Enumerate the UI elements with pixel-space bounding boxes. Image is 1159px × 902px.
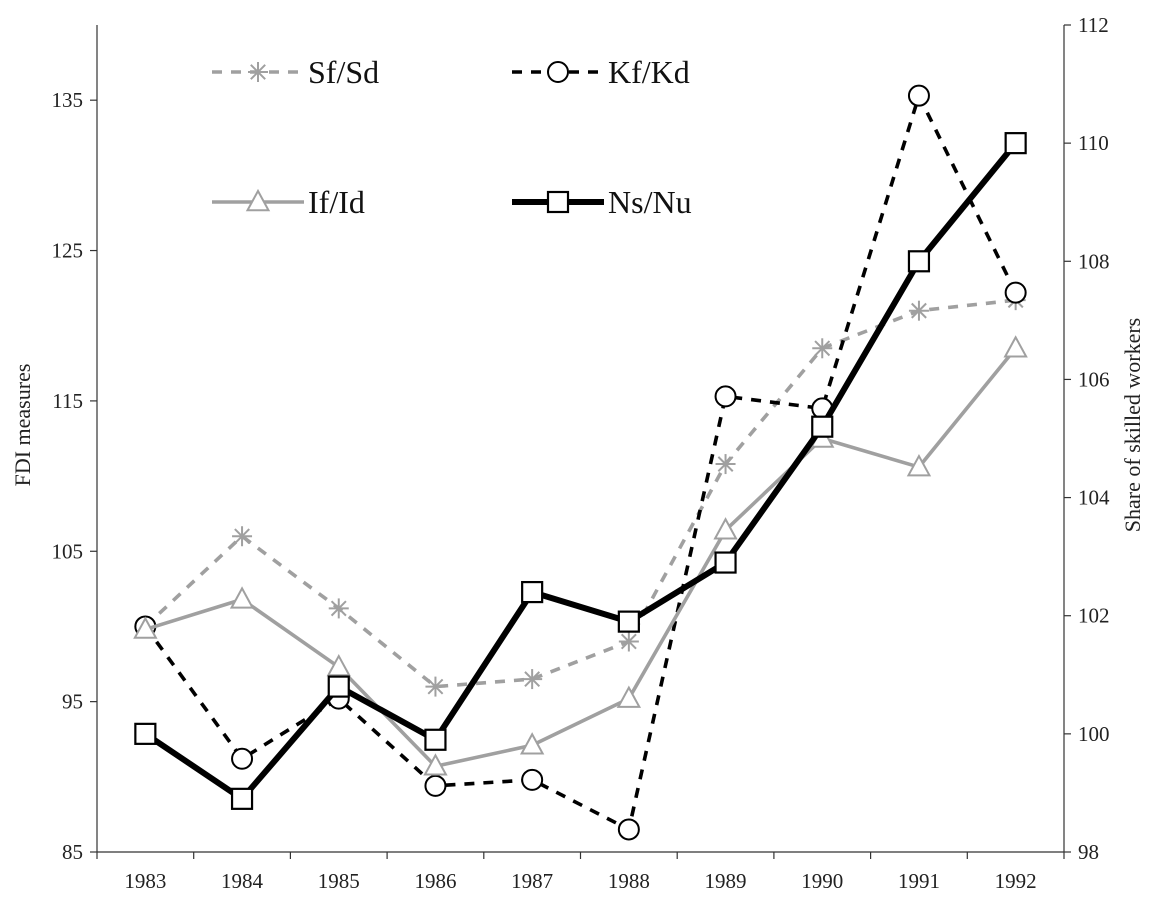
data-point-sf-sd: [522, 669, 543, 690]
data-point-if-id: [229, 586, 255, 609]
legend-marker-ns-nu: [546, 190, 570, 214]
data-point-sf-sd: [715, 454, 736, 475]
data-point-ns-nu: [617, 610, 640, 633]
data-point-sf-sd: [328, 598, 349, 619]
data-point-ns-nu: [230, 787, 254, 810]
legend-label-kf-kd: Kf/Kd: [608, 54, 690, 90]
series-line-sf-sd: [144, 298, 1016, 689]
y-right-tick-label: 102: [1078, 604, 1110, 628]
y-left-tick-label: 115: [52, 389, 83, 413]
data-point-kf-kd: [231, 747, 254, 770]
y-left-tick-label: 105: [52, 539, 84, 563]
series-sf-sd: [135, 290, 1026, 697]
data-point-ns-nu: [521, 580, 544, 604]
legend-entry-if-id: If/Id: [212, 184, 365, 220]
legend-label-if-id: If/Id: [308, 184, 365, 220]
data-point-if-id: [133, 616, 158, 639]
y-left-tick-label: 85: [62, 840, 83, 864]
data-point-if-id: [1003, 335, 1028, 358]
data-point-kf-kd: [521, 768, 544, 791]
data-point-ns-nu: [327, 675, 350, 698]
data-point-kf-kd: [907, 84, 930, 107]
data-point-sf-sd: [812, 338, 833, 359]
y-right-tick-label: 100: [1078, 722, 1110, 746]
data-point-kf-kd: [617, 818, 640, 841]
data-point-kf-kd: [424, 774, 447, 797]
data-point-ns-nu: [134, 722, 157, 745]
y-axis-left-title: FDI measures: [10, 364, 35, 487]
series-ns-nu: [134, 132, 1027, 810]
x-tick-label: 1983: [124, 869, 166, 893]
data-point-if-id: [519, 732, 545, 755]
series-line-ns-nu: [143, 141, 1018, 802]
data-point-kf-kd: [714, 385, 737, 408]
y-right-tick-label: 110: [1078, 131, 1109, 155]
y-left-tick-label: 95: [62, 690, 83, 714]
x-tick-label: 1988: [608, 869, 650, 893]
legend-entry-sf-sd: Sf/Sd: [212, 54, 379, 90]
legend-marker-if-id: [245, 188, 271, 212]
data-point-ns-nu: [1004, 132, 1027, 155]
x-tick-label: 1984: [221, 869, 264, 893]
x-tick-label: 1987: [511, 869, 553, 893]
data-point-sf-sd: [618, 631, 639, 652]
legend-entry-ns-nu: Ns/Nu: [512, 184, 692, 220]
legend-label-ns-nu: Ns/Nu: [608, 184, 692, 220]
data-point-if-id: [713, 517, 738, 540]
data-point-ns-nu: [907, 250, 931, 273]
x-tick-label: 1986: [414, 869, 456, 893]
y-axis-right-title: Share of skilled workers: [1120, 318, 1145, 532]
series-line-if-id: [144, 347, 1018, 769]
series-kf-kd: [134, 84, 1027, 841]
y-right-tick-label: 98: [1078, 840, 1099, 864]
data-point-sf-sd: [425, 676, 446, 697]
series-if-id: [133, 335, 1028, 776]
x-tick-label: 1991: [898, 869, 940, 893]
legend-entry-kf-kd: Kf/Kd: [512, 54, 690, 90]
x-tick-label: 1992: [995, 869, 1037, 893]
data-point-ns-nu: [811, 415, 834, 438]
data-point-if-id: [616, 685, 642, 708]
data-point-sf-sd: [232, 526, 253, 547]
y-right-tick-label: 106: [1078, 367, 1110, 391]
y-left-tick-label: 135: [52, 88, 84, 112]
legend: Sf/Sd Kf/Kd If/Id Ns/Nu: [212, 54, 692, 220]
y-right-tick-label: 108: [1078, 249, 1110, 273]
x-tick-label: 1989: [705, 869, 747, 893]
y-left-tick-label: 125: [52, 239, 84, 263]
data-point-if-id: [906, 453, 932, 477]
data-point-if-id: [326, 653, 351, 677]
data-point-if-id: [423, 753, 448, 776]
legend-marker-sf-sd: [248, 62, 268, 82]
data-point-kf-kd: [1004, 281, 1027, 304]
legend-label-sf-sd: Sf/Sd: [308, 54, 379, 90]
legend-marker-kf-kd: [547, 61, 569, 83]
x-tick-label: 1985: [318, 869, 360, 893]
x-tick-label: 1990: [801, 869, 843, 893]
data-point-sf-sd: [908, 300, 929, 321]
series-line-kf-kd: [143, 93, 1018, 832]
y-right-tick-label: 112: [1078, 13, 1109, 37]
data-point-ns-nu: [714, 551, 737, 574]
y-right-tick-label: 104: [1078, 486, 1110, 510]
data-point-ns-nu: [424, 728, 447, 751]
axes: 85 95 105 115 125 135 98 100 102 104 106 108 110 112 1…: [52, 13, 1111, 893]
series-lines: [133, 84, 1028, 841]
